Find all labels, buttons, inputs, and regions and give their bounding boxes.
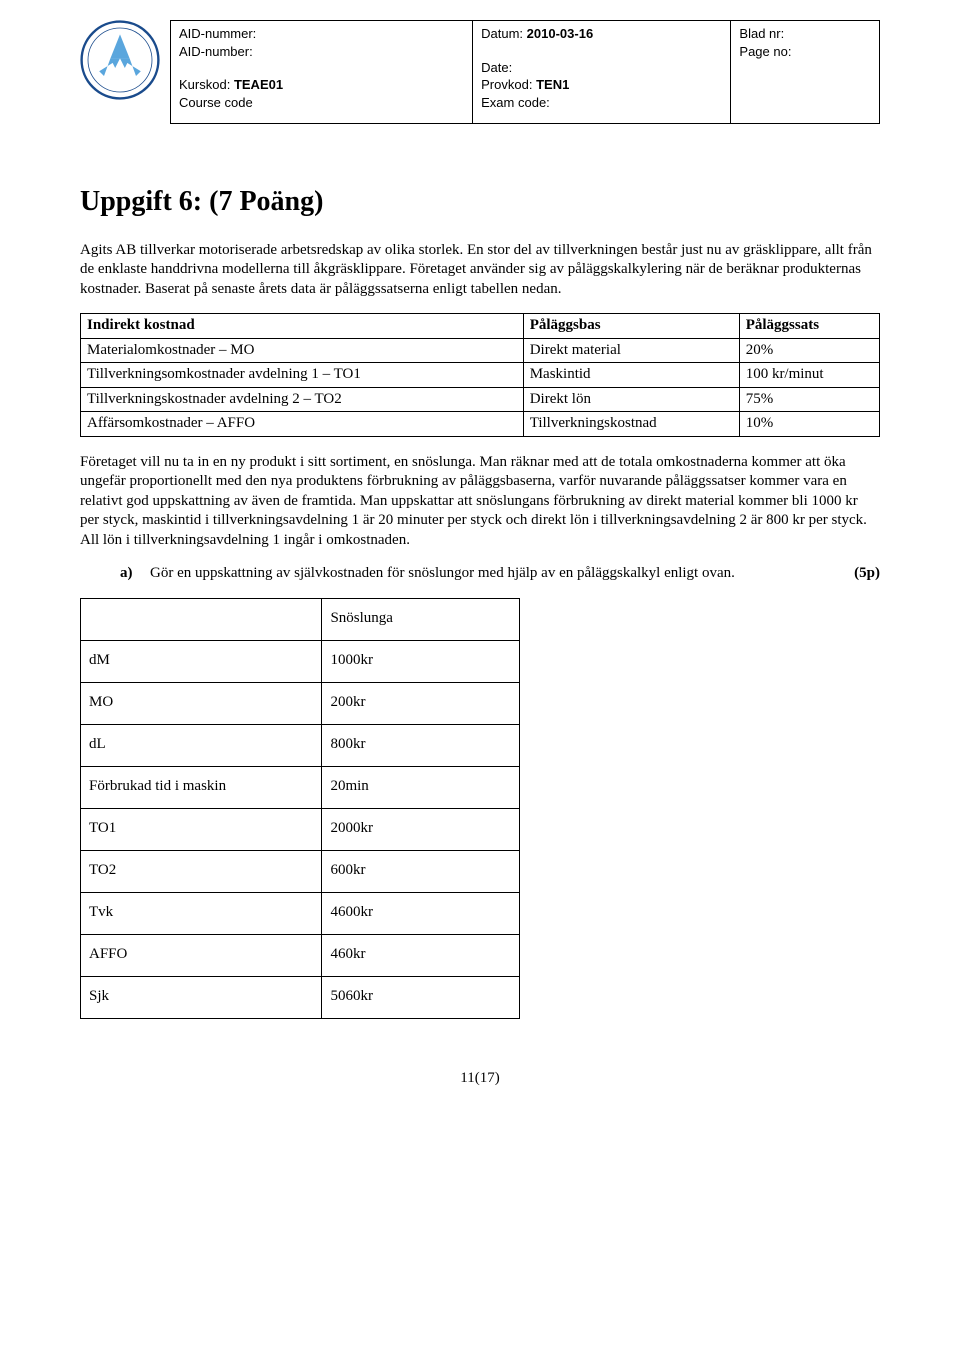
blad-sv: Blad nr: [739, 25, 871, 43]
calc-value: 5060kr [322, 976, 520, 1018]
table-row: dM1000kr [81, 640, 520, 682]
paragraph-2: Företaget vill nu ta in en ny produkt i … [80, 453, 880, 551]
calc-value: 20min [322, 766, 520, 808]
calculation-table: Snöslunga dM1000krMO200krdL800krFörbruka… [80, 598, 520, 1019]
kurskod-label: Kurskod: [179, 77, 230, 92]
question-text-span: Gör en uppskattning av självkostnaden fö… [150, 565, 735, 581]
header-box-left: AID-nummer: AID-number: Kurskod: TEAE01 … [170, 20, 472, 124]
provkod-label: Provkod: [481, 77, 532, 92]
calc-value: 460kr [322, 934, 520, 976]
table-row: AFFO460kr [81, 934, 520, 976]
datum-value: 2010-03-16 [527, 26, 594, 41]
calc-value: 800kr [322, 724, 520, 766]
table-cell: Direkt lön [523, 387, 739, 412]
provkod-line: Provkod: TEN1 [481, 76, 722, 94]
table-cell: Tillverkningsomkostnader avdelning 1 – T… [81, 363, 524, 388]
kurskod-value: TEAE01 [234, 77, 283, 92]
date-en: Date: [481, 59, 722, 77]
calc-value: 2000kr [322, 808, 520, 850]
oh-th-1: Påläggsbas [523, 314, 739, 339]
datum-line: Datum: 2010-03-16 [481, 25, 722, 43]
oh-th-2: Påläggssats [739, 314, 879, 339]
datum-label: Datum: [481, 26, 523, 41]
calc-label: Förbrukad tid i maskin [81, 766, 322, 808]
calc-label: Sjk [81, 976, 322, 1018]
calc-label: AFFO [81, 934, 322, 976]
table-row: TO12000kr [81, 808, 520, 850]
table-cell: Direkt material [523, 338, 739, 363]
calc-label: Tvk [81, 892, 322, 934]
question-points: (5p) [854, 564, 880, 584]
table-row: Affärsomkostnader – AFFOTillverkningskos… [81, 412, 880, 437]
table-row: dL800kr [81, 724, 520, 766]
header-box-right: Blad nr: Page no: [730, 20, 880, 124]
table-row: MO200kr [81, 682, 520, 724]
table-cell: Maskintid [523, 363, 739, 388]
page-header: AID-nummer: AID-number: Kurskod: TEAE01 … [80, 20, 880, 124]
calc-value: 1000kr [322, 640, 520, 682]
calc-value: 600kr [322, 850, 520, 892]
calc-value: 200kr [322, 682, 520, 724]
question-text: Gör en uppskattning av självkostnaden fö… [150, 564, 880, 584]
question-a: a) Gör en uppskattning av självkostnaden… [120, 564, 880, 584]
calc-header-col2: Snöslunga [322, 598, 520, 640]
paragraph-1: Agits AB tillverkar motoriserade arbetsr… [80, 241, 880, 300]
provkod-value: TEN1 [536, 77, 569, 92]
calc-header-empty [81, 598, 322, 640]
table-cell: Affärsomkostnader – AFFO [81, 412, 524, 437]
table-row: Förbrukad tid i maskin20min [81, 766, 520, 808]
table-row: Tillverkningskostnader avdelning 2 – TO2… [81, 387, 880, 412]
table-cell: 75% [739, 387, 879, 412]
aid-sv: AID-nummer: [179, 25, 464, 43]
university-logo [80, 20, 160, 100]
table-row: Sjk5060kr [81, 976, 520, 1018]
calc-value: 4600kr [322, 892, 520, 934]
header-box-mid: Datum: 2010-03-16 Date: Provkod: TEN1 Ex… [472, 20, 730, 124]
page-number: 11(17) [80, 1069, 880, 1089]
question-marker: a) [120, 564, 142, 584]
task-title: Uppgift 6: (7 Poäng) [80, 184, 880, 220]
table-row: Tvk4600kr [81, 892, 520, 934]
table-cell: Tillverkningskostnad [523, 412, 739, 437]
table-row: Tillverkningsomkostnader avdelning 1 – T… [81, 363, 880, 388]
calc-label: dM [81, 640, 322, 682]
oh-th-0: Indirekt kostnad [81, 314, 524, 339]
exam-code-en: Exam code: [481, 94, 722, 112]
header-info-boxes: AID-nummer: AID-number: Kurskod: TEAE01 … [170, 20, 880, 124]
calc-label: TO2 [81, 850, 322, 892]
question-list: a) Gör en uppskattning av självkostnaden… [120, 564, 880, 584]
table-cell: Tillverkningskostnader avdelning 2 – TO2 [81, 387, 524, 412]
overhead-table: Indirekt kostnad Påläggsbas Påläggssats … [80, 313, 880, 437]
table-row: TO2600kr [81, 850, 520, 892]
table-row: Materialomkostnader – MODirekt material2… [81, 338, 880, 363]
calc-label: TO1 [81, 808, 322, 850]
calc-label: dL [81, 724, 322, 766]
course-code-en: Course code [179, 94, 464, 112]
table-cell: Materialomkostnader – MO [81, 338, 524, 363]
table-cell: 20% [739, 338, 879, 363]
blad-en: Page no: [739, 43, 871, 61]
calc-header-row: Snöslunga [81, 598, 520, 640]
aid-en: AID-number: [179, 43, 464, 61]
calc-label: MO [81, 682, 322, 724]
table-cell: 100 kr/minut [739, 363, 879, 388]
table-cell: 10% [739, 412, 879, 437]
kurskod-line: Kurskod: TEAE01 [179, 76, 464, 94]
